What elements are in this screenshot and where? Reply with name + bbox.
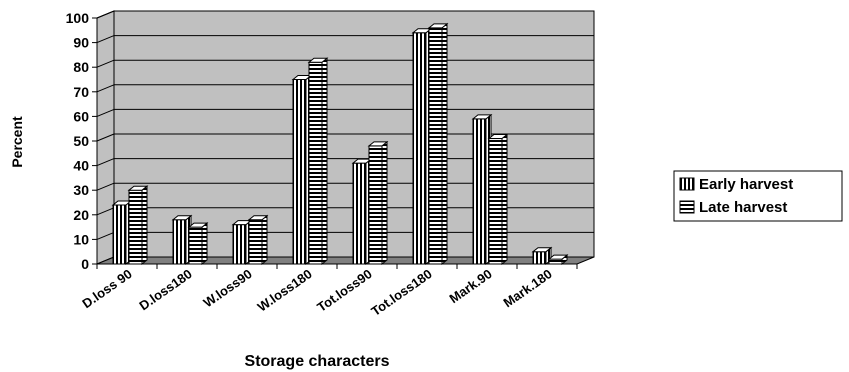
gridline xyxy=(96,231,115,240)
bar-early-harvest-w-loss180 xyxy=(291,74,313,266)
legend: Early harvest Late harvest xyxy=(673,170,843,222)
y-tick-label: 50 xyxy=(73,133,89,149)
bar-early-harvest-tot-loss90 xyxy=(351,158,373,266)
gridline xyxy=(96,158,115,167)
bar-late-harvest-mark-180 xyxy=(547,254,569,266)
y-tick-label: 40 xyxy=(73,158,89,174)
bar-early-harvest-mark-180 xyxy=(531,246,553,266)
gridline xyxy=(96,108,115,117)
bar-late-harvest-tot-loss180 xyxy=(427,22,449,266)
bar-late-harvest-w-loss180 xyxy=(307,57,329,266)
legend-label-late-harvest: Late harvest xyxy=(699,199,787,216)
y-tick-label: 70 xyxy=(73,84,89,100)
y-tick-label: 10 xyxy=(73,231,89,247)
gridline xyxy=(96,59,115,68)
legend-box xyxy=(673,170,843,222)
x-tick-label-tot-loss180: Tot.loss180 xyxy=(368,266,434,319)
floor xyxy=(96,256,595,265)
bar-early-harvest-mark-90 xyxy=(471,113,493,266)
gridline xyxy=(96,207,115,216)
gridline xyxy=(96,84,115,93)
bar-late-harvest-d-loss-90 xyxy=(127,185,149,266)
gridline xyxy=(96,10,115,19)
bar-early-harvest-d-loss180 xyxy=(171,214,193,266)
gridline xyxy=(96,182,115,191)
x-tick-label-w-loss90: W.loss90 xyxy=(201,266,255,310)
y-tick-label: 30 xyxy=(73,182,89,198)
bar-late-harvest-mark-90 xyxy=(487,133,509,266)
bar-early-harvest-tot-loss180 xyxy=(411,27,433,266)
legend-label-early-harvest: Early harvest xyxy=(699,176,793,193)
x-axis: D.loss 90 D.loss180 W.loss90 W.loss180 Tot.l… xyxy=(79,263,578,319)
bar-late-harvest-tot-loss90 xyxy=(367,140,389,266)
y-tick-label: 0 xyxy=(81,256,89,272)
bar-late-harvest-w-loss90 xyxy=(247,214,269,266)
x-tick-label-tot-loss90: Tot.loss90 xyxy=(314,266,374,315)
y-tick-label: 90 xyxy=(73,35,89,51)
plot-area xyxy=(96,10,595,265)
gridline xyxy=(96,133,115,142)
x-tick-label-mark-90: Mark.90 xyxy=(446,266,494,306)
x-axis-title: Storage characters xyxy=(245,353,390,370)
x-tick-label-d-loss180: D.loss180 xyxy=(136,266,194,313)
x-tick-label-mark-180: Mark.180 xyxy=(501,266,555,310)
y-tick-label: 100 xyxy=(66,10,90,26)
bar-early-harvest-d-loss-90 xyxy=(111,199,133,266)
bar-late-harvest-d-loss180 xyxy=(187,222,209,266)
y-tick-label: 60 xyxy=(73,108,89,124)
legend-swatch-late-harvest xyxy=(679,200,695,214)
y-axis-title: Percent xyxy=(9,116,25,168)
x-tick-label-d-loss-90: D.loss 90 xyxy=(79,266,134,311)
y-axis: 0 10 20 30 40 50 60 70 80 90 100 xyxy=(66,10,98,272)
gridline xyxy=(96,35,115,44)
legend-swatch-early-harvest xyxy=(679,177,695,191)
y-tick-label: 80 xyxy=(73,59,89,75)
y-tick-label: 20 xyxy=(73,207,89,223)
x-tick-label-w-loss180: W.loss180 xyxy=(255,266,315,314)
bars xyxy=(111,22,569,266)
bar-early-harvest-w-loss90 xyxy=(231,219,253,266)
